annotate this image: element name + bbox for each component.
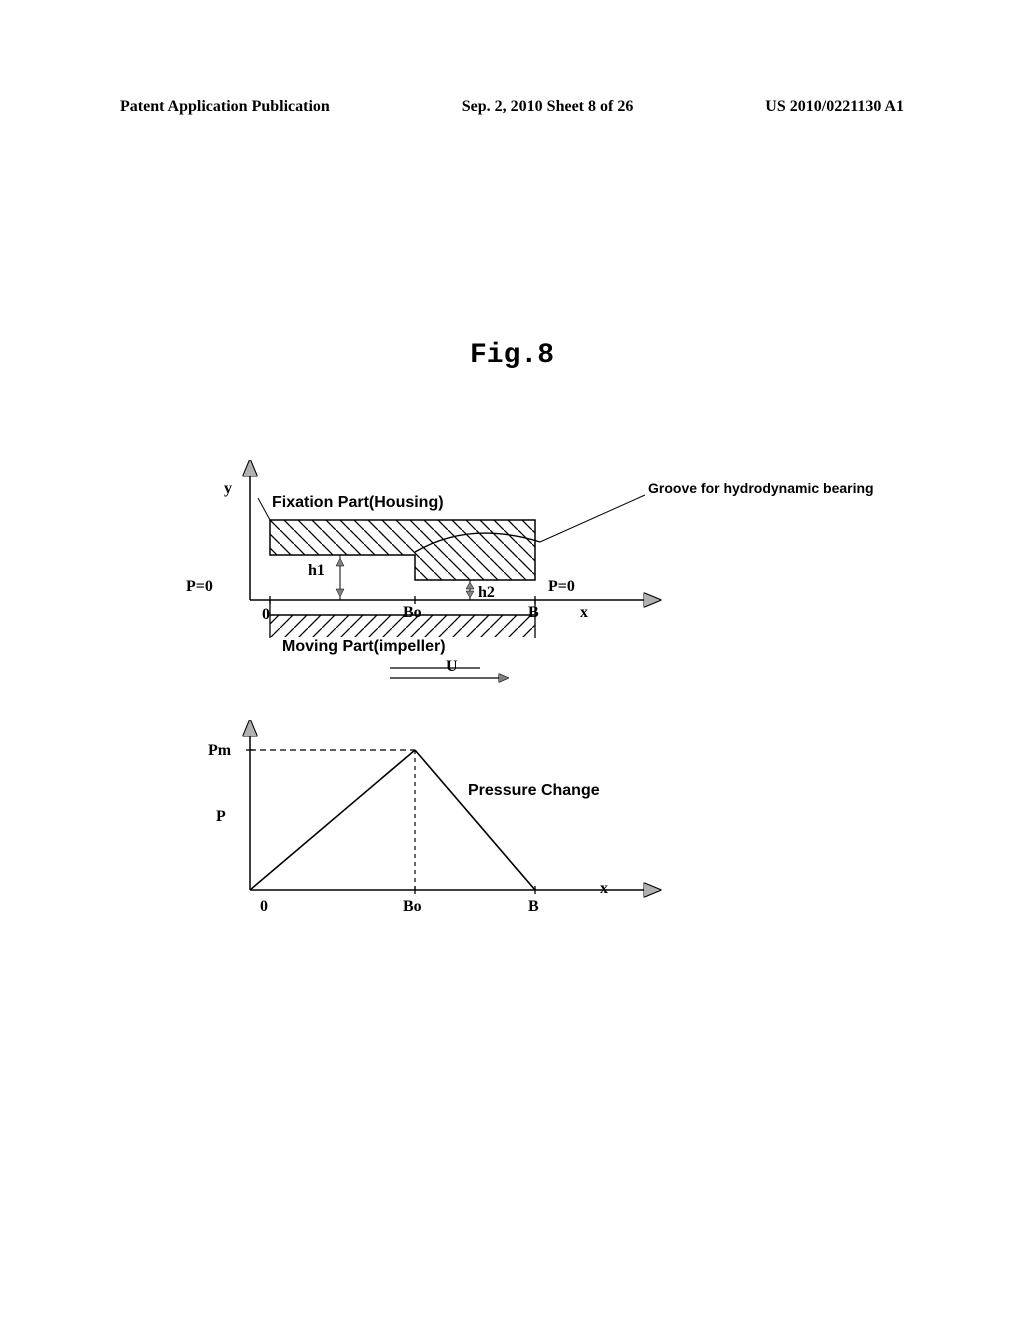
- groove-label: Groove for hydrodynamic bearing: [648, 480, 874, 496]
- x-lower-label: x: [600, 880, 608, 898]
- h1-label: h1: [308, 562, 325, 580]
- pressure-change-label: Pressure Change: [468, 782, 600, 800]
- p0-left-label: P=0: [186, 578, 213, 596]
- x-upper-label: x: [580, 604, 588, 622]
- b-upper-label: B: [528, 604, 539, 622]
- y-axis-label: y: [224, 480, 232, 498]
- header-left: Patent Application Publication: [120, 98, 330, 116]
- bo-lower-label: Bo: [403, 898, 422, 916]
- p-label: P: [216, 808, 226, 826]
- moving-part-label: Moving Part(impeller): [282, 638, 446, 656]
- upper-diagram: y Fixation Part(Housing) Groove for hydr…: [210, 460, 810, 720]
- diagram-container: y Fixation Part(Housing) Groove for hydr…: [210, 460, 810, 980]
- u-label: U: [446, 658, 458, 676]
- b-lower-label: B: [528, 898, 539, 916]
- fixation-label: Fixation Part(Housing): [272, 494, 444, 512]
- lower-diagram: Pm P Pressure Change 0 Bo B x: [210, 720, 810, 940]
- page-header: Patent Application Publication Sep. 2, 2…: [120, 98, 904, 116]
- header-right: US 2010/0221130 A1: [765, 98, 904, 116]
- h2-label: h2: [478, 584, 495, 602]
- pm-label: Pm: [208, 742, 231, 760]
- origin-lower-label: 0: [260, 898, 268, 916]
- origin-0-label: 0: [262, 606, 270, 624]
- figure-title: Fig.8: [0, 340, 1024, 371]
- lower-diagram-svg: [210, 720, 810, 940]
- bo-upper-label: Bo: [403, 604, 422, 622]
- p0-right-label: P=0: [548, 578, 575, 596]
- header-center: Sep. 2, 2010 Sheet 8 of 26: [462, 98, 634, 116]
